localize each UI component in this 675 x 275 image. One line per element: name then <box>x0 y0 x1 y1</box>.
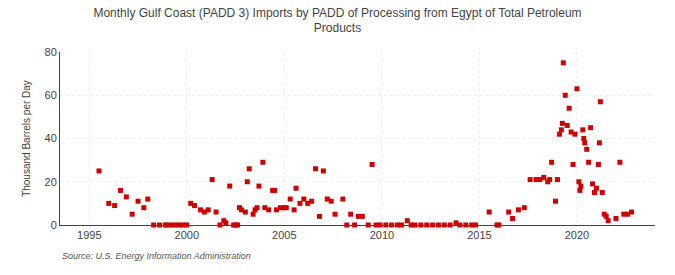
svg-text:80: 80 <box>45 46 57 58</box>
svg-text:1995: 1995 <box>77 229 101 241</box>
svg-text:0: 0 <box>51 219 57 231</box>
svg-text:2000: 2000 <box>175 229 199 241</box>
svg-text:60: 60 <box>45 89 57 101</box>
svg-text:40: 40 <box>45 132 57 144</box>
svg-text:2005: 2005 <box>272 229 296 241</box>
svg-text:2020: 2020 <box>565 229 589 241</box>
svg-text:Source: U.S. Energy Informatio: Source: U.S. Energy Information Administ… <box>62 251 251 261</box>
svg-text:2015: 2015 <box>467 229 491 241</box>
svg-text:Thousand Barrels per Day: Thousand Barrels per Day <box>21 80 32 197</box>
svg-text:20: 20 <box>45 176 57 188</box>
svg-text:2010: 2010 <box>370 229 394 241</box>
svg-text:Monthly Gulf Coast (PADD 3) Im: Monthly Gulf Coast (PADD 3) Imports by P… <box>93 6 581 36</box>
